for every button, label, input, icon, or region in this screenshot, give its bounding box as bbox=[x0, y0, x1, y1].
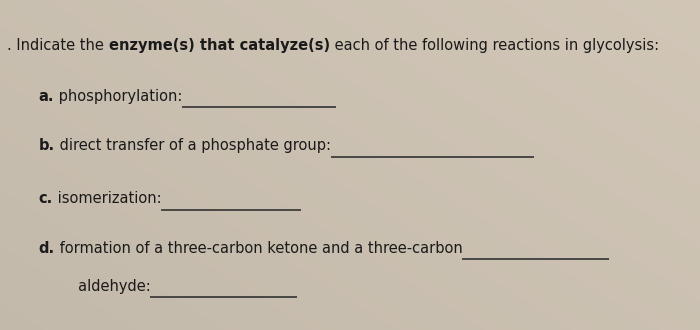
Text: a.: a. bbox=[38, 89, 54, 104]
Text: b.: b. bbox=[38, 139, 55, 153]
Text: d.: d. bbox=[38, 241, 55, 256]
Text: formation of a three-carbon ketone and a three-carbon: formation of a three-carbon ketone and a… bbox=[55, 241, 463, 256]
Text: aldehyde:: aldehyde: bbox=[55, 279, 150, 294]
Text: . Indicate the: . Indicate the bbox=[7, 38, 108, 53]
Text: phosphorylation:: phosphorylation: bbox=[54, 89, 183, 104]
Text: direct transfer of a phosphate group:: direct transfer of a phosphate group: bbox=[55, 139, 330, 153]
Text: isomerization:: isomerization: bbox=[52, 191, 162, 206]
Text: each of the following reactions in glycolysis:: each of the following reactions in glyco… bbox=[330, 38, 659, 53]
Text: c.: c. bbox=[38, 191, 52, 206]
Text: enzyme(s) that catalyze(s): enzyme(s) that catalyze(s) bbox=[108, 38, 330, 53]
